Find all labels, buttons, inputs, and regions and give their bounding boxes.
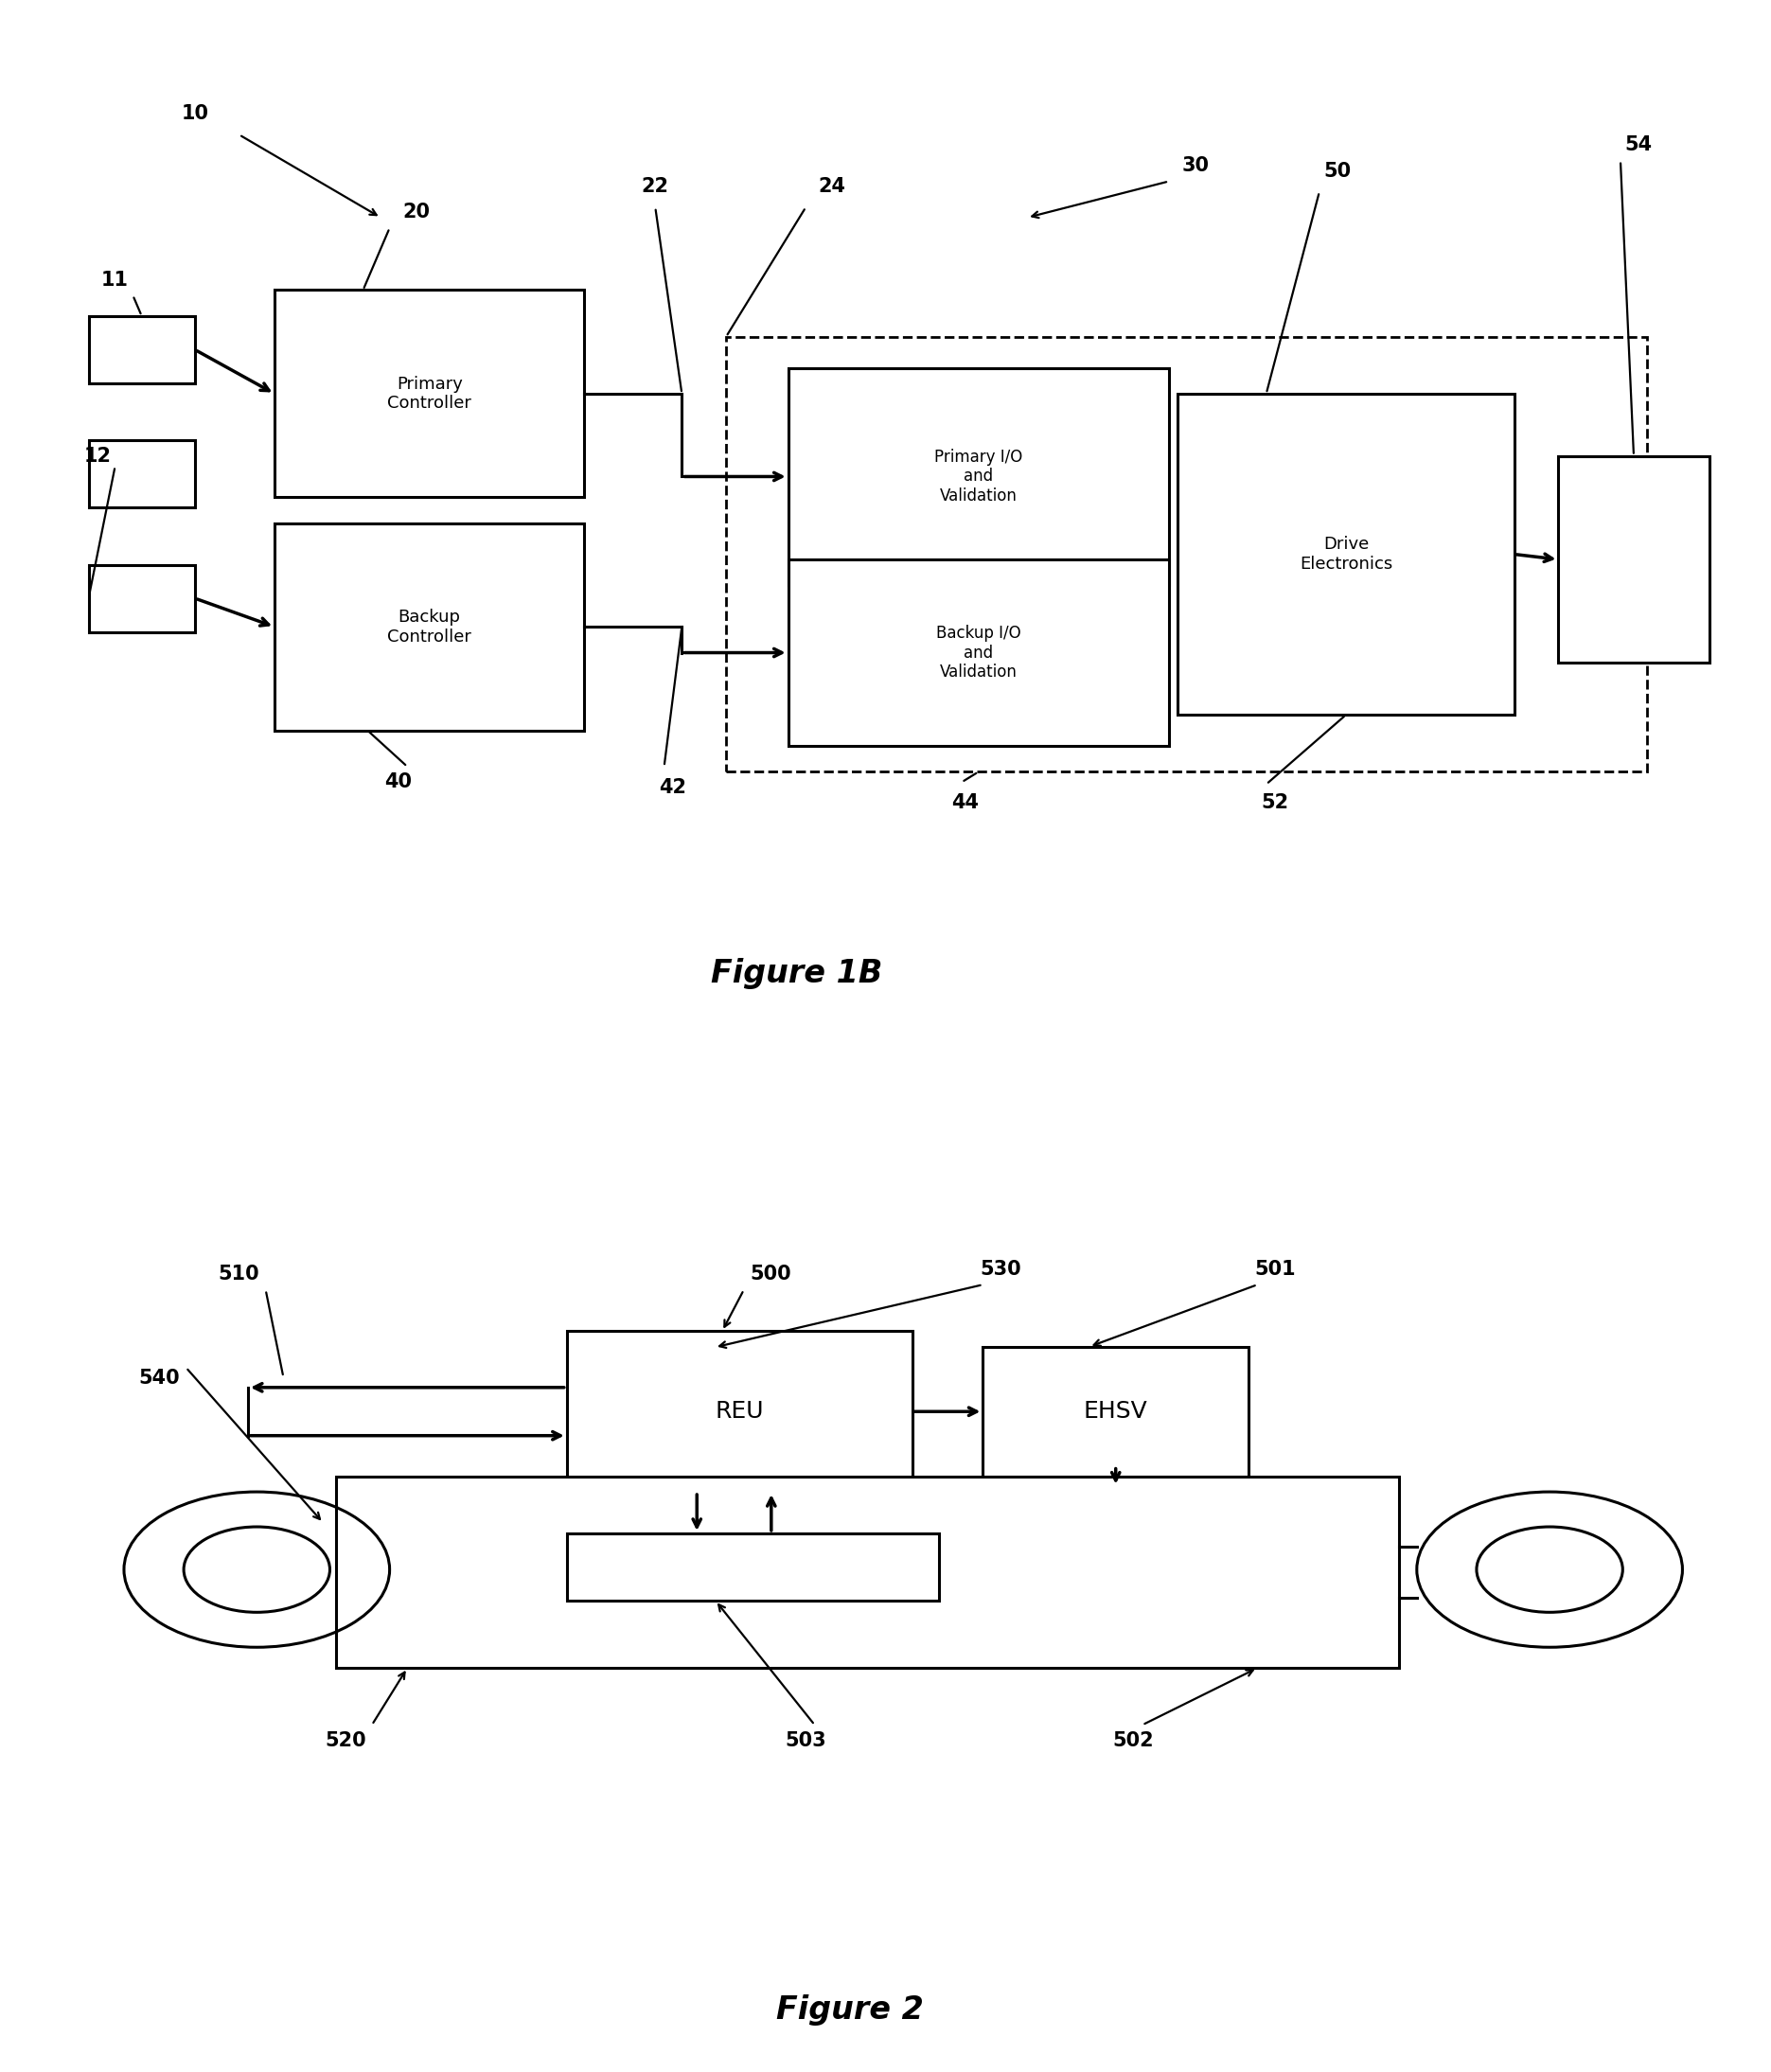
Text: 42: 42 [659, 777, 687, 798]
Bar [788, 559, 1169, 746]
Text: 501: 501 [1254, 1260, 1296, 1278]
Bar [89, 566, 195, 632]
Text: 503: 503 [785, 1730, 827, 1751]
Text: EHSV: EHSV [1084, 1401, 1148, 1423]
Text: 520: 520 [324, 1730, 367, 1751]
Text: 44: 44 [951, 794, 979, 812]
Bar [567, 1330, 912, 1492]
Text: 24: 24 [818, 176, 847, 197]
Text: REU: REU [715, 1401, 763, 1423]
Bar [567, 1533, 939, 1600]
Text: Primary I/O
and
Validation: Primary I/O and Validation [935, 448, 1022, 506]
Text: Backup I/O
and
Validation: Backup I/O and Validation [937, 624, 1020, 682]
Bar [275, 522, 584, 729]
Text: 10: 10 [181, 104, 209, 124]
Text: 12: 12 [83, 445, 112, 466]
Text: Figure 1B: Figure 1B [712, 957, 882, 990]
Bar [336, 1475, 1399, 1668]
Text: 54: 54 [1624, 135, 1652, 155]
Bar [726, 336, 1647, 771]
Text: 502: 502 [1112, 1730, 1155, 1751]
Text: 50: 50 [1323, 162, 1351, 180]
Bar [788, 369, 1169, 584]
Bar [275, 290, 584, 497]
Bar [983, 1347, 1249, 1475]
Text: Figure 2: Figure 2 [776, 1993, 924, 2026]
Text: 22: 22 [641, 176, 669, 197]
Text: 11: 11 [101, 269, 129, 290]
Bar [89, 439, 195, 508]
Bar [89, 315, 195, 383]
Text: 52: 52 [1261, 794, 1289, 812]
Text: 20: 20 [402, 203, 430, 222]
Text: 30: 30 [1181, 155, 1210, 176]
Text: 40: 40 [384, 773, 413, 792]
Bar [1558, 456, 1709, 663]
Text: 500: 500 [749, 1264, 792, 1285]
Bar [1178, 394, 1514, 715]
Text: 530: 530 [979, 1260, 1022, 1278]
Text: 510: 510 [218, 1264, 260, 1285]
Text: Drive
Electronics: Drive Electronics [1300, 537, 1392, 572]
Text: Primary
Controller: Primary Controller [388, 375, 471, 412]
Text: 540: 540 [138, 1368, 181, 1388]
Text: Backup
Controller: Backup Controller [388, 609, 471, 644]
